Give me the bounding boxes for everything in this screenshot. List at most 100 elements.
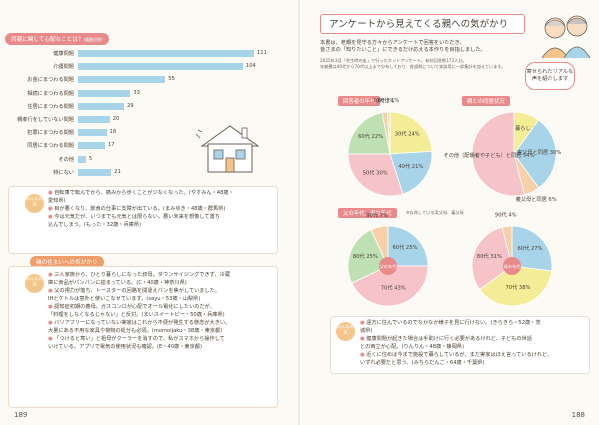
voice-line: ● 今は元気だが、いつまでも元気とは限らない。悪い未来を想像して落ち [48,214,220,221]
voice-line: 「料理をしなくなるじゃない」と反対。(まいスイートピー・50歳・兵庫県) [48,312,225,319]
section1-title: 両親に関して心配なことは？(複数回答) [5,33,109,45]
pie-chart-respondent-age: 30代 24% 40代 21% 50代 30% 60代 22% 70代 2%80代 1% [347,96,433,197]
pie-label: 義父母と同居 6% [516,195,557,203]
voice-line: 愛知県) [48,198,66,205]
pie-label: 80代 31% [477,252,502,260]
voice-line: ● 認知症初期の義母。ガスコンロが心配でオール電化にしたいのだが、 [48,304,215,311]
pie-label: 60代 22% [358,132,383,140]
page-number: 189 [14,411,28,419]
callout-bubble: 寄せられたリアルな 声を紹介します [525,62,575,90]
pie-slice [386,111,391,155]
section2-title: 親の住まいへの気がかり [30,256,104,268]
voice-text: 父の視力が落ち、トースターの回路を間違えパンを焦がしていました。 [54,288,221,294]
gutter [298,0,301,425]
right-page: アンケートから見えてくる親への気がかり 本書は、老親を見守る方々からアンケートで… [300,0,599,425]
pie-label: 90代 7% [366,211,388,219]
voice-line: ● バリアフリーになっていない実家はこれから不便が発生する懸念が大きい。 [48,320,230,327]
bullet-icon: ● [48,320,55,326]
pie-slice [389,111,433,155]
pie-slice [370,225,389,267]
bar-label: その他 [58,156,74,163]
voice-text: 大量にある不用な家具や荷物の処分も必須。(momoijaku・38歳・東京都) [48,328,223,334]
bullet-icon: ● [48,190,55,196]
pie-slice [387,225,429,267]
pie-slice [471,111,525,197]
pie-label: 60代 27% [518,244,543,252]
callout-line-1: 寄せられたリアルな [526,69,574,75]
pie-center-label: 父の年代 [380,263,398,270]
bar [78,63,243,71]
bar-label: 住居にまつわる問題 [27,103,74,110]
pie-chart-mother-age: 60代 27% 70代 38% 80代 31% 90代 4% 母の年代 [471,210,553,307]
bar [78,89,131,97]
bullet-icon: ● [48,304,55,310]
voice-line: 大量にある不用な家具や荷物の処分も必須。(momoijaku・38歳・東京都) [48,328,222,335]
bullet-icon: ● [360,336,367,342]
pie-center-label: 母の年代 [504,263,522,270]
pie3-title: 父の年代、母の年代 [338,208,397,218]
pie-label: 50代 30% [363,168,388,176]
pie-label: 90代 4% [495,210,517,218]
bar-value: 55 [168,76,175,83]
bullet-icon: ● [360,352,367,358]
bar-value: 33 [133,89,140,96]
bar-value: 17 [107,142,115,149]
note-line-2: 年齢層は40代から70代以上まで分布しており、各設問について本誌用に一部集計を加… [320,64,506,69]
voice-line: ● 目が悪くなり、飲食の仕事に支障が出ている。(まみゆき・48歳・群馬県) [48,206,225,213]
intro-line-1: 本書は、老親を見守る方々からアンケートで回答をいただき、 [320,40,465,46]
left-page: 両親に関して心配なことは？(複数回答) みんなの声 親の住まいへの気がかり みん… [0,0,299,425]
pie-center-badge [503,257,521,275]
bar-label: お金にまつわる問題 [27,77,74,84]
bullet-icon: ● [48,214,55,220]
bar-value: 18 [109,129,117,136]
pie-chart-living-status: ひとり暮らし 10% 実父母と同居 30% 義父母と同居 6% その他（配偶者や子ども… [443,111,561,203]
bar [78,116,110,123]
voice-text: 愛知県) [48,198,66,204]
voice-text: バリアフリーになっていない実家はこれから不便が発生する懸念が大きい。 [54,320,231,326]
bar-value: 20 [112,116,120,122]
pie-slice [501,225,513,267]
voice-line: ● 父の視力が落ち、トースターの回路を間違えパンを焦がしていました。 [48,288,220,295]
bullet-icon: ● [48,272,55,278]
voice-line: 込んでしまう。(もった・32歳・兵庫県) [48,222,141,229]
pie-label: ひとり暮らし 10% [500,124,544,132]
bar [78,142,105,150]
voice-line: 城県) [360,328,372,335]
bar-label: 相続にまつわる問題 [27,90,74,97]
bar [78,129,107,137]
pie-slice [347,153,404,197]
voice-line: ● 「つけると寒い」と祖母がクーラーを消すので、私がスマホから操作して [48,336,225,343]
bar-label: 同居にまつわる問題 [27,143,74,150]
elderly-couple-illustration [541,15,591,58]
pie3-note: ※存命している実父母、義父母 [406,210,464,215]
bar-label: 親孝行をしていない問題 [17,117,74,123]
voice-text: IHとケトルは意外と使いこなせています。(sayu・53歳・山梨県) [48,296,201,302]
pie-slice [513,119,557,189]
bar-value: 104 [245,63,256,70]
voice-line: ● 三人家族から、ひとり暮らしになった叔母。ダウンサイジングできず、冷蔵 [48,272,230,279]
bar-label: 健康問題 [53,51,74,57]
voice-box-3 [330,316,590,374]
voice-line: ● 遠方に住んでいるのでなかなか様子を見に行けない。(きらきら・52歳・茨 [360,320,541,327]
pie2-title: 親との同居状況 [462,96,510,106]
pie-label: 70代 2% [373,96,395,104]
voice-text: 健康問題が起きた場合は手助けに行く必要があるけれど、子どもの世話 [366,336,532,342]
pie-slice [479,265,553,307]
bullet-icon: ● [48,206,55,212]
voice-text: 三人家族から、ひとり暮らしになった叔母。ダウンサイジングできず、冷蔵 [54,272,231,278]
house-illustration [196,125,260,173]
voice-line: IHとケトルは意外と使いこなせています。(sayu・53歳・山梨県) [48,296,200,303]
voice-line: いけている。アプリで電気の使用状況も確認。(E・40歳・東京都) [48,344,202,351]
voice-text: 「料理をしなくなるじゃない」と反対。(まいスイートピー・50歳・兵庫県) [48,312,225,318]
bar [78,76,166,84]
voice-text: 城県) [360,328,373,334]
pie-label: 40代 21% [398,162,423,170]
voice-text: 庫に食品がパンパンに詰まっている。(C・40歳・神奈川県) [48,280,187,286]
voice-text: いけている。アプリで電気の使用状況も確認。(E・40歳・東京都) [48,344,202,350]
pie-label: 80代 25% [353,252,378,260]
pie-label: 70代 38% [505,283,530,291]
bar-label: 特にない [53,169,74,176]
pie-label: 80代 1% [378,96,400,104]
bullet-icon: ● [360,320,367,326]
pie1-title: 回答者の年代 [338,96,381,106]
